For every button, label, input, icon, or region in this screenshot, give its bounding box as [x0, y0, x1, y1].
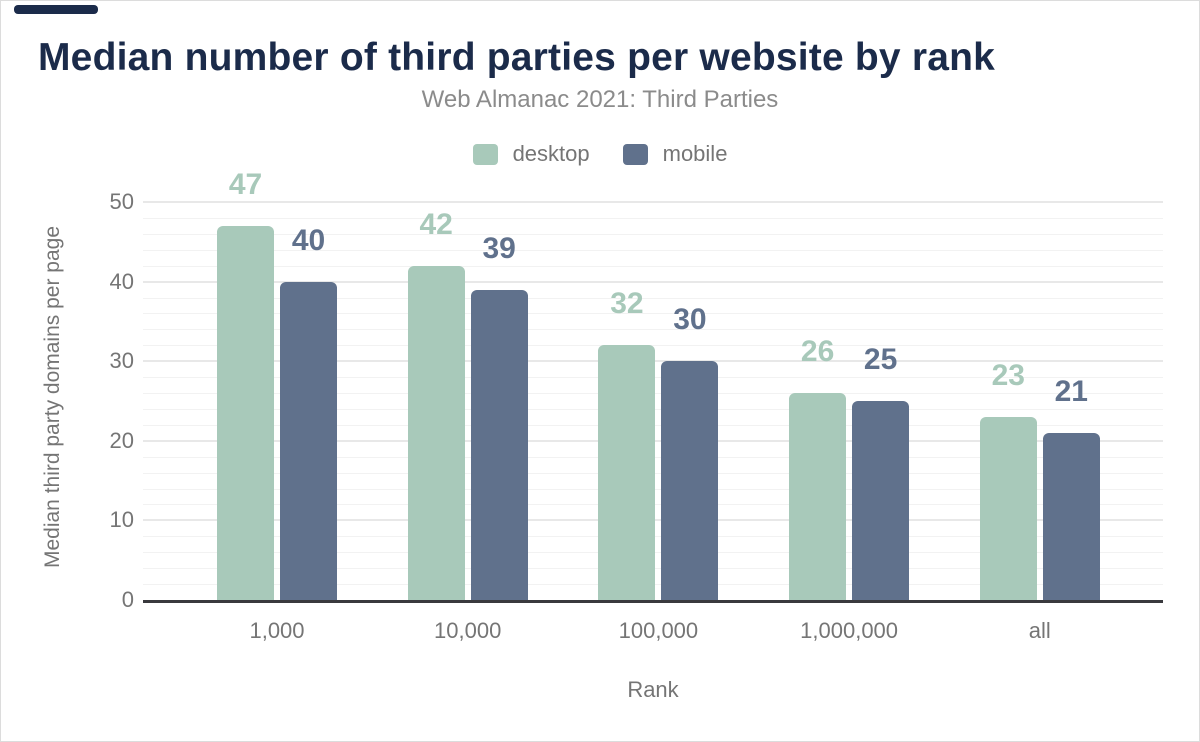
- legend: desktop mobile: [0, 141, 1200, 167]
- bar-mobile-1,000[interactable]: [280, 281, 337, 600]
- bar-value-label: 42: [419, 207, 453, 241]
- legend-item-mobile[interactable]: mobile: [622, 141, 728, 167]
- bar-mobile-all[interactable]: [1042, 432, 1100, 600]
- bar-value-label: 21: [1054, 374, 1088, 408]
- x-axis-title: Rank: [627, 677, 679, 702]
- bar-mobile-1,000,000[interactable]: [852, 401, 910, 600]
- bar-desktop-100,000[interactable]: [598, 345, 656, 600]
- bar-value-label: 23: [991, 358, 1025, 392]
- bar-desktop-all[interactable]: [979, 416, 1037, 600]
- y-tick-label: 30: [109, 348, 134, 374]
- bar-value-label: 32: [610, 287, 644, 321]
- bar-mobile-100,000[interactable]: [661, 361, 719, 600]
- x-tick-label: 10,000: [434, 618, 502, 643]
- legend-swatch-mobile: [622, 143, 648, 165]
- y-tick-label: 10: [109, 507, 134, 533]
- chart-subtitle: Web Almanac 2021: Third Parties: [421, 86, 779, 113]
- major-gridline: [143, 201, 1163, 203]
- minor-gridline: [143, 217, 1163, 219]
- x-tick-label: all: [1028, 618, 1051, 643]
- minor-gridline: [143, 249, 1163, 251]
- bar-value-label: 47: [228, 167, 263, 201]
- bar-mobile-10,000[interactable]: [470, 289, 528, 600]
- bar-desktop-1,000[interactable]: [217, 225, 274, 600]
- bar-value-label: 39: [482, 231, 516, 265]
- bar-value-label: 25: [863, 343, 898, 376]
- bar-desktop-10,000[interactable]: [407, 265, 465, 600]
- minor-gridline: [143, 297, 1163, 299]
- bar-value-label: 26: [800, 335, 835, 369]
- legend-swatch-desktop: [472, 143, 498, 165]
- y-axis-title: Median third party domains per page: [41, 225, 64, 569]
- minor-gridline: [143, 313, 1163, 315]
- major-gridline: [143, 280, 1163, 283]
- bar-value-label: 30: [673, 303, 707, 337]
- minor-gridline: [143, 233, 1163, 235]
- x-axis-line: [143, 600, 1163, 603]
- x-tick-label: 100,000: [618, 618, 699, 643]
- legend-label-desktop: desktop: [512, 141, 590, 166]
- minor-gridline: [143, 329, 1163, 331]
- x-tick-label: 1,000: [249, 618, 305, 643]
- bar-desktop-1,000,000[interactable]: [789, 393, 847, 600]
- chart-title: Median number of third parties per websi…: [38, 36, 996, 79]
- y-tick-label: 40: [109, 268, 134, 294]
- x-tick-label: 1,000,000: [800, 618, 899, 643]
- decorative-bar: [14, 5, 98, 14]
- y-tick-label: 0: [121, 587, 134, 612]
- legend-item-desktop[interactable]: desktop: [472, 141, 590, 167]
- minor-gridline: [143, 265, 1163, 267]
- y-tick-label: 50: [109, 189, 134, 214]
- bar-value-label: 40: [291, 223, 326, 257]
- y-tick-label: 20: [109, 427, 134, 453]
- legend-label-mobile: mobile: [662, 141, 728, 166]
